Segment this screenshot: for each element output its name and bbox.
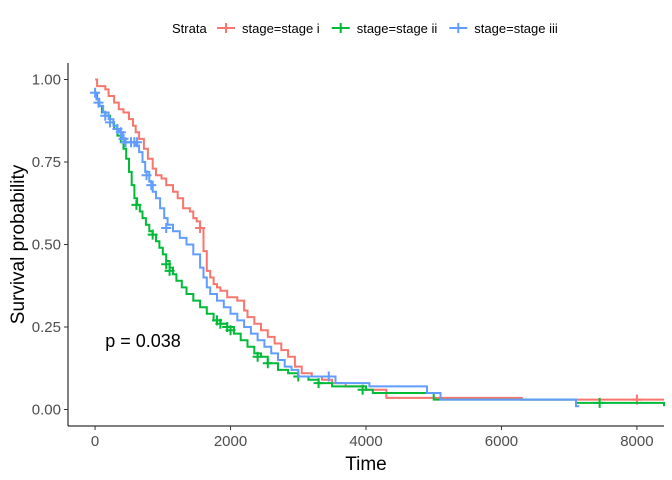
- survival-curve-stage-stage-iii: [95, 91, 580, 408]
- censor-mark: [147, 229, 158, 240]
- y-tick-label: 0.75: [32, 154, 61, 171]
- survival-curve-stage-stage-ii: [95, 91, 665, 407]
- censor-mark: [161, 259, 172, 270]
- legend-label: stage=stage iii: [474, 21, 558, 36]
- censor-mark: [146, 180, 157, 191]
- censor-mark: [164, 265, 175, 276]
- censor-mark: [93, 97, 104, 108]
- censor-mark: [132, 137, 143, 148]
- y-axis-title: Survival probability: [8, 164, 29, 324]
- censor-mark: [104, 117, 115, 128]
- x-tick-label: 2000: [214, 433, 247, 450]
- censor-mark: [131, 199, 142, 210]
- series-layer: [90, 78, 665, 408]
- y-tick-label: 0.50: [32, 237, 61, 254]
- censor-mark: [195, 223, 206, 233]
- survival-curve-stage-stage-i: [95, 78, 664, 401]
- x-tick-label: 8000: [620, 433, 653, 450]
- legend: Strata stage=stage i stage=stage ii stage=…: [172, 21, 558, 36]
- axes: [67, 63, 664, 427]
- censor-mark: [90, 87, 101, 98]
- censor-mark: [161, 223, 172, 233]
- x-tick-label: 6000: [485, 433, 518, 450]
- series-stage-stage-i: [95, 78, 664, 405]
- x-tick-label: 0: [91, 433, 99, 450]
- series-stage-stage-iii: [90, 87, 580, 408]
- series-stage-stage-ii: [95, 91, 665, 408]
- ticks: 0 2000 4000 6000 8000 0.00 0.25 0.50 0.75 1.00: [32, 72, 654, 451]
- y-tick-label: 0.00: [32, 402, 61, 419]
- legend-label: stage=stage ii: [357, 21, 438, 36]
- censor-mark: [594, 397, 605, 408]
- censor-mark: [115, 127, 126, 138]
- legend-key-stage-stage-ii: [331, 23, 350, 33]
- censor-mark: [225, 325, 236, 336]
- legend-key-stage-stage-iii: [449, 23, 468, 33]
- x-tick-label: 4000: [349, 433, 382, 450]
- censor-mark: [262, 358, 273, 369]
- y-tick-label: 0.25: [32, 319, 61, 336]
- censor-mark: [252, 351, 263, 362]
- censor-mark: [141, 170, 152, 181]
- legend-label: stage=stage i: [242, 21, 320, 36]
- x-axis-title: Time: [345, 454, 387, 475]
- censor-mark: [313, 378, 324, 389]
- censor-mark: [100, 110, 111, 121]
- y-tick-label: 1.00: [32, 72, 61, 89]
- legend-title: Strata: [172, 21, 207, 36]
- censor-mark: [357, 384, 368, 395]
- p-value-annotation: p = 0.038: [105, 331, 181, 351]
- censor-mark: [215, 318, 226, 329]
- legend-key-stage-stage-i: [217, 23, 235, 33]
- censor-mark: [323, 371, 334, 382]
